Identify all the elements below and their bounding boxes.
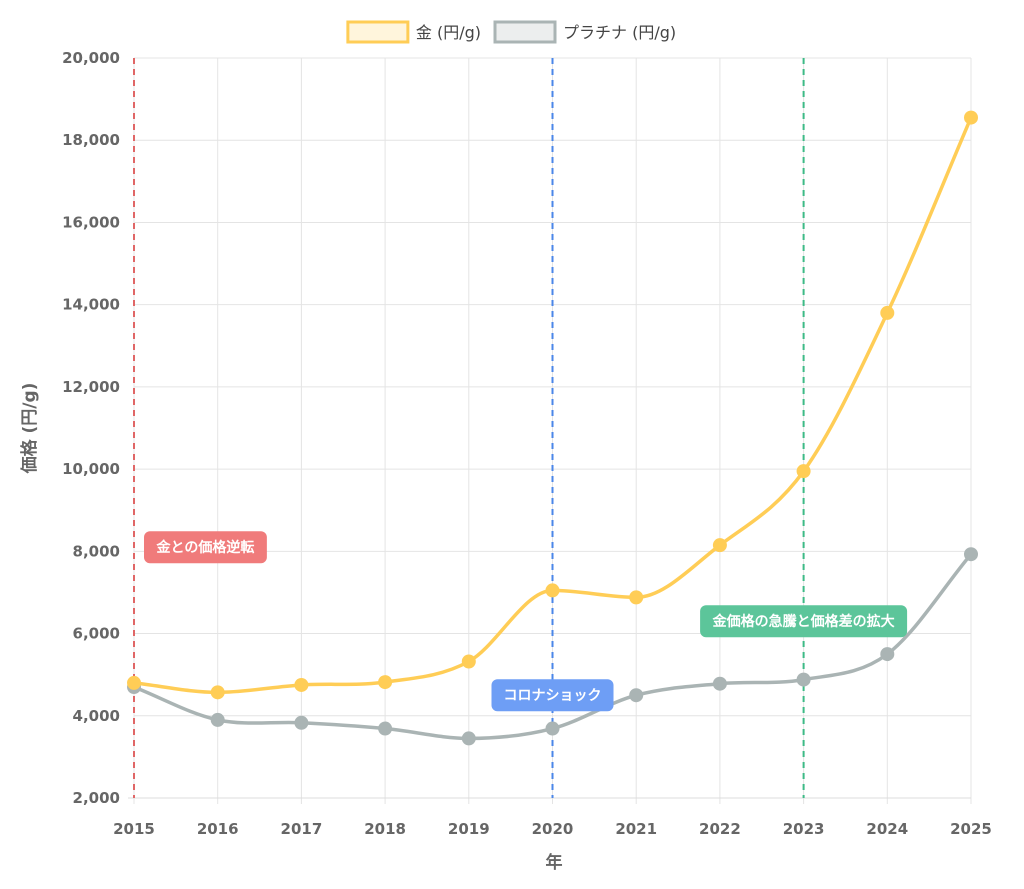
series-line: [133, 116, 973, 695]
data-point[interactable]: [712, 538, 727, 553]
y-tick-label: 12,000: [62, 378, 120, 396]
annotation-text: コロナショック: [504, 688, 602, 704]
x-tick-label: 2018: [364, 820, 406, 838]
annotation-box: [491, 679, 614, 712]
annotation-label: 金との価格逆転: [144, 531, 267, 564]
data-point[interactable]: [629, 590, 644, 605]
data-point[interactable]: [545, 583, 560, 598]
data-point[interactable]: [880, 305, 895, 320]
annotation-box: [700, 605, 908, 638]
data-point[interactable]: [796, 672, 811, 687]
data-point[interactable]: [629, 688, 644, 703]
y-tick-label: 6,000: [73, 625, 120, 643]
x-tick-label: 2020: [532, 820, 574, 838]
y-tick-label: 8,000: [73, 542, 120, 560]
annotation-box: [144, 531, 267, 564]
data-point[interactable]: [378, 721, 393, 736]
legend-swatch: [493, 20, 557, 44]
legend: 金 (円/g) プラチナ (円/g): [346, 20, 676, 44]
y-tick-label: 18,000: [62, 131, 120, 149]
y-tick-label: 10,000: [62, 460, 120, 478]
y-tick-label: 2,000: [73, 789, 120, 807]
x-axis-title: 年: [546, 852, 563, 873]
data-point[interactable]: [210, 685, 225, 700]
legend-label: 金 (円/g): [416, 23, 481, 42]
annotation-label: 金価格の急騰と価格差の拡大: [700, 605, 908, 638]
legend-item[interactable]: プラチナ (円/g): [493, 20, 676, 44]
annotation-text: 金との価格逆転: [156, 539, 255, 556]
legend-label: プラチナ (円/g): [563, 23, 676, 42]
data-point[interactable]: [294, 677, 309, 692]
x-tick-label: 2017: [281, 820, 323, 838]
x-tick-label: 2024: [866, 820, 908, 838]
x-tick-labels: 2015 2016 2017 2018 2019 2020 2021 2022 2023 2024…: [113, 820, 992, 838]
data-point[interactable]: [461, 731, 476, 746]
data-point[interactable]: [964, 547, 978, 562]
y-tick-label: 20,000: [62, 49, 120, 67]
data-point[interactable]: [545, 721, 560, 736]
data-point[interactable]: [712, 676, 727, 691]
data-point[interactable]: [378, 675, 393, 690]
data-point[interactable]: [127, 675, 141, 690]
y-tick-label: 16,000: [62, 213, 120, 231]
x-tick-label: 2021: [615, 820, 657, 838]
y-tick-labels: 2,000 4,000 6,000 8,000 10,000 12,000 14,000 16…: [62, 49, 120, 807]
x-tick-label: 2022: [699, 820, 741, 838]
data-point[interactable]: [294, 715, 309, 730]
x-tick-label: 2016: [197, 820, 239, 838]
annotation-text: 金価格の急騰と価格差の拡大: [712, 613, 895, 630]
legend-swatch: [346, 20, 410, 44]
y-tick-label: 4,000: [73, 707, 120, 725]
x-tick-label: 2015: [113, 820, 155, 838]
annotation-label: コロナショック: [491, 679, 614, 712]
legend-item[interactable]: 金 (円/g): [346, 20, 481, 44]
x-tick-label: 2025: [950, 820, 992, 838]
data-point[interactable]: [796, 464, 811, 479]
x-tick-label: 2023: [783, 820, 825, 838]
series-group: [127, 110, 978, 746]
y-axis-title: 価格 (円/g): [19, 383, 40, 475]
x-tick-label: 2019: [448, 820, 490, 838]
data-point[interactable]: [461, 654, 476, 669]
data-point[interactable]: [964, 110, 978, 125]
data-point[interactable]: [880, 647, 895, 662]
data-point[interactable]: [210, 712, 225, 727]
y-tick-label: 14,000: [62, 296, 120, 314]
